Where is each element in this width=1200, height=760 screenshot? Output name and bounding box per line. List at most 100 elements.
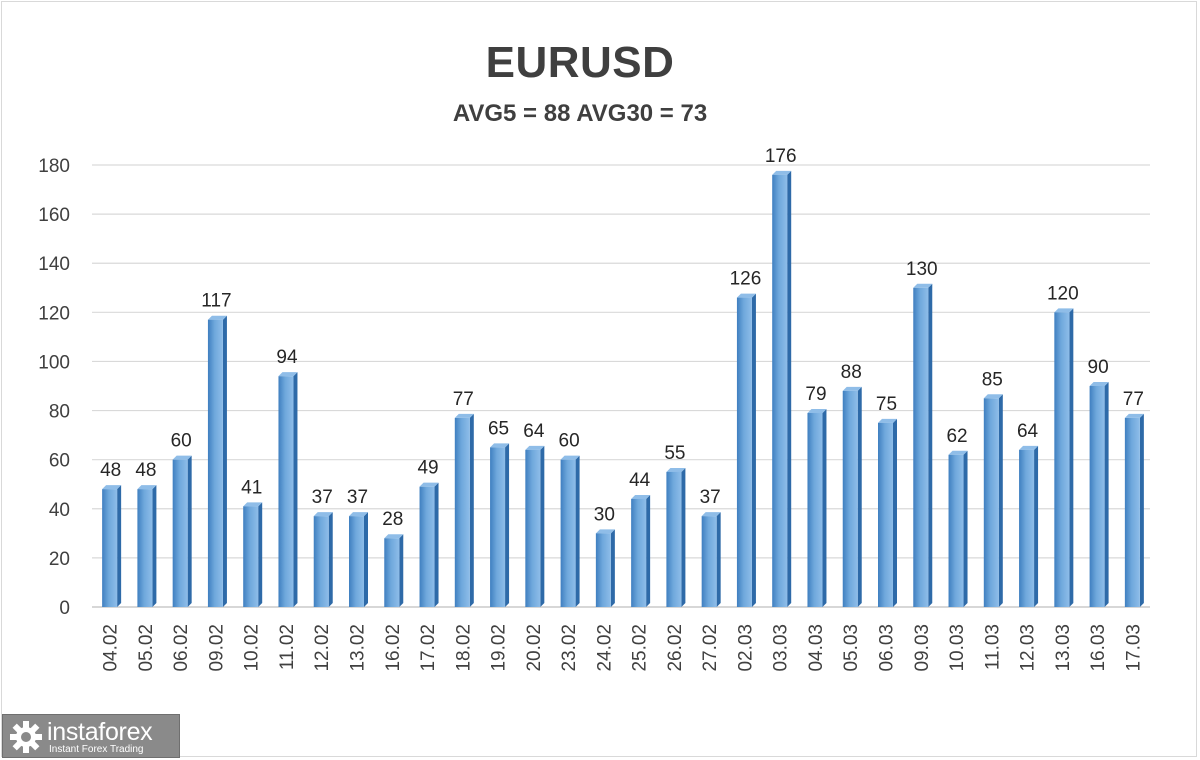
- instaforex-logo: instaforex Instant Forex Trading: [2, 714, 180, 758]
- x-tick-label: 05.02: [136, 624, 157, 672]
- data-label: 44: [629, 470, 651, 491]
- bar-top: [772, 170, 792, 175]
- y-tick-label: 120: [38, 303, 70, 324]
- x-tick-label: 16.02: [383, 624, 404, 672]
- bar-front: [490, 447, 506, 607]
- y-tick-label: 100: [38, 352, 70, 373]
- y-tick-label: 20: [49, 549, 70, 570]
- data-label: 79: [805, 384, 826, 405]
- data-label: 48: [100, 460, 121, 481]
- bar-front: [1019, 449, 1035, 607]
- bar-side: [117, 485, 122, 607]
- bar-side: [364, 512, 368, 607]
- chart-subtitle: AVG5 = 88 AVG30 = 73: [452, 100, 708, 127]
- y-tick-label: 80: [49, 402, 70, 423]
- gridlines: [92, 164, 1150, 608]
- bar-side: [469, 413, 474, 607]
- bar-top: [384, 534, 404, 539]
- y-tick-label: 180: [38, 156, 70, 177]
- bar-front: [525, 449, 541, 607]
- data-label: 85: [982, 369, 1003, 390]
- x-tick-label: 12.03: [1018, 624, 1039, 672]
- bar-front: [736, 297, 752, 607]
- data-label: 65: [488, 418, 509, 439]
- bar-side: [646, 494, 651, 607]
- x-tick-label: 19.02: [489, 624, 510, 672]
- x-tick-label: 13.03: [1053, 624, 1074, 672]
- data-label: 60: [559, 431, 580, 452]
- bar-top: [207, 315, 227, 320]
- gear-icon: [10, 721, 42, 753]
- bar: [631, 494, 651, 607]
- bar-front: [701, 516, 717, 607]
- bar-front: [595, 533, 611, 607]
- bar: [772, 170, 792, 608]
- data-label: 176: [765, 146, 797, 167]
- bar-top: [631, 494, 651, 499]
- bar: [454, 413, 474, 607]
- bar-side: [928, 283, 933, 607]
- data-label: 30: [594, 504, 615, 525]
- bar-top: [595, 529, 615, 534]
- x-tick-label: 20.02: [524, 624, 545, 672]
- bar-side: [787, 170, 792, 608]
- bar: [349, 512, 368, 607]
- bar-side: [222, 315, 227, 607]
- bar-front: [560, 459, 576, 607]
- bar-top: [243, 502, 263, 507]
- bar: [172, 455, 192, 607]
- bar-front: [454, 417, 470, 607]
- x-tick-label: 06.02: [171, 624, 192, 672]
- bar-top: [1019, 445, 1039, 450]
- bar: [807, 409, 827, 607]
- x-tick-label: 23.02: [559, 624, 580, 672]
- bar-side: [716, 512, 721, 607]
- x-tick-label: 25.02: [630, 624, 651, 672]
- bar-side: [857, 386, 862, 607]
- x-tick-label: 03.03: [771, 624, 792, 672]
- x-tick-label: 16.03: [1088, 624, 1109, 672]
- bar-front: [948, 454, 964, 607]
- bar: [1089, 382, 1109, 607]
- bar-top: [736, 293, 756, 298]
- data-label: 117: [201, 291, 231, 312]
- bar-top: [490, 443, 510, 448]
- bar-side: [152, 485, 157, 607]
- bar-side: [1139, 413, 1144, 607]
- x-tick-label: 09.02: [206, 624, 227, 672]
- y-tick-label: 40: [49, 500, 70, 521]
- data-label: 64: [1017, 421, 1039, 442]
- bar-front: [666, 471, 682, 607]
- bar: [278, 372, 298, 607]
- data-label: 49: [417, 458, 438, 479]
- bar-top: [1089, 382, 1109, 386]
- data-labels: 48 48 60 117 41 94 37 37 28 49 77 65 64 60 30 44 55 37 126…: [100, 146, 1144, 530]
- bar-side: [610, 529, 615, 607]
- bar-top: [1124, 413, 1144, 418]
- data-label: 94: [276, 347, 298, 368]
- bar-front: [349, 516, 364, 607]
- bar-front: [913, 287, 929, 607]
- bar-top: [172, 455, 192, 460]
- logo-tagline: Instant Forex Trading: [49, 744, 144, 755]
- x-tick-label: 13.02: [348, 624, 369, 672]
- bar-top: [842, 386, 862, 391]
- bar-top: [666, 467, 686, 472]
- data-label: 55: [664, 443, 685, 464]
- bar: [1019, 445, 1039, 607]
- x-tick-label: 06.03: [877, 624, 898, 672]
- bar-top: [349, 512, 368, 517]
- bar-front: [807, 413, 823, 607]
- bar: [948, 450, 968, 607]
- x-tick-label: 02.03: [735, 624, 756, 672]
- bar-top: [807, 409, 827, 414]
- bar-front: [772, 174, 788, 608]
- bar-top: [102, 485, 122, 490]
- bar: [736, 293, 756, 607]
- bar: [595, 529, 615, 607]
- chart-title: EURUSD: [485, 38, 675, 87]
- bar-top: [1054, 308, 1074, 313]
- bar-top: [525, 445, 545, 450]
- data-label: 88: [841, 362, 862, 383]
- x-tick-label: 11.02: [277, 624, 298, 670]
